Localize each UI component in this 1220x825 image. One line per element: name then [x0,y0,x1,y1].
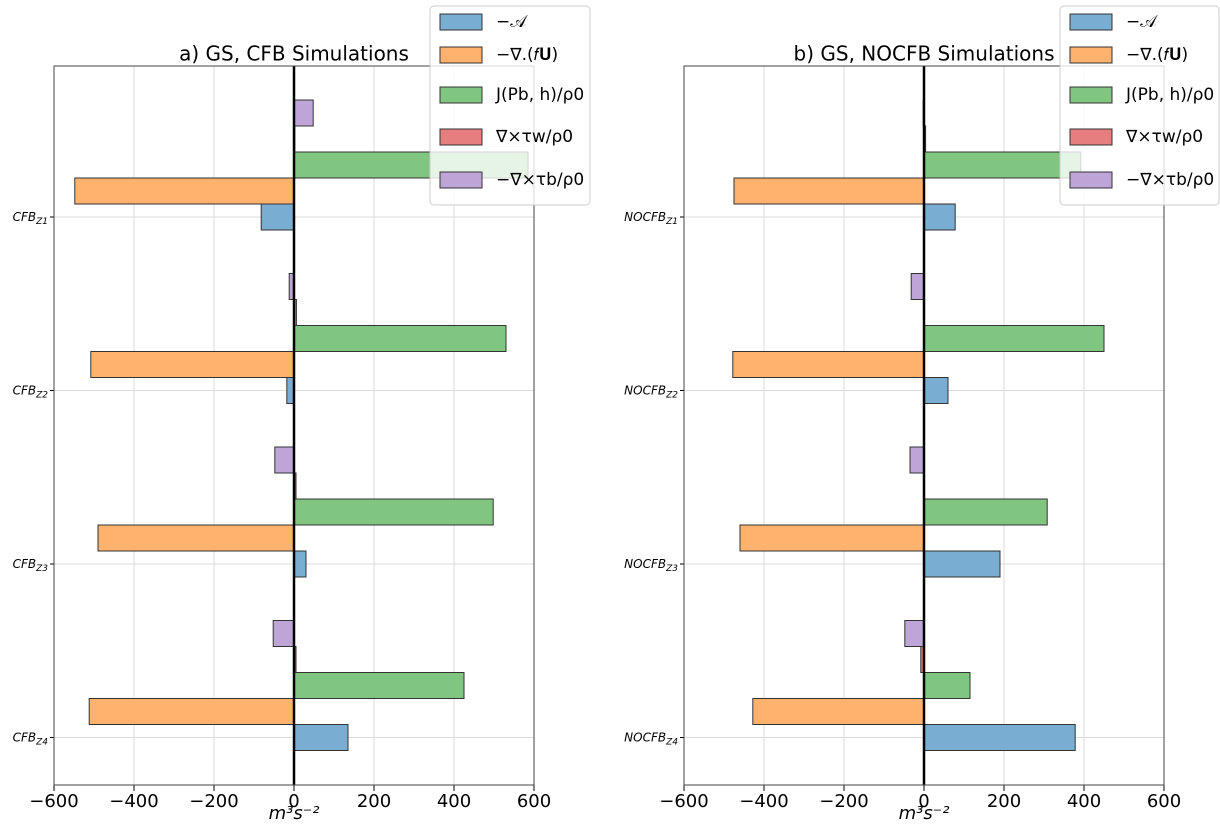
bar [97,524,295,552]
bar [923,203,956,231]
legend-swatch [1069,86,1113,104]
legend-swatch [439,13,483,31]
bar [739,524,925,552]
x-tick-label: 400 [437,791,471,812]
bar [293,498,494,526]
legend-label: −𝒜 [1126,12,1158,32]
x-tick-label: −200 [189,791,238,812]
chart-title: b) GS, NOCFB Simulations [794,42,1055,66]
legend-swatch [439,46,483,64]
chart-title: a) GS, CFB Simulations [179,42,409,66]
panel: −600 −400 −200 0 200 400 600 CFBZ1 CFBZ2 CFBZ3 CFB… [13,5,591,824]
legend-swatch [1069,46,1113,64]
bar [904,620,925,647]
bar [923,672,971,699]
x-tick-label: −400 [739,791,788,812]
bar [293,99,314,127]
y-tick-label: NOCFBZ2 [624,383,678,400]
x-tick-label: 200 [987,791,1021,812]
x-tick-label: −400 [109,791,158,812]
x-axis-label: m³s⁻² [269,803,320,824]
bar [923,550,1001,578]
x-tick-label: 200 [357,791,391,812]
legend-label: −∇.(𝑓𝐔) [496,45,558,65]
legend-swatch [439,128,483,146]
bar [260,203,295,231]
bar [293,672,465,699]
bar [293,325,507,352]
legend-swatch [439,86,483,104]
legend-swatch [1069,171,1113,189]
bar [923,498,1048,526]
x-tick-label: −600 [659,791,708,812]
bar [74,177,295,205]
x-tick-label: −600 [29,791,78,812]
legend-label: −𝒜 [496,12,528,32]
legend-label: −∇×τb/ρ0 [1126,170,1214,190]
x-tick-label: 600 [1147,791,1181,812]
legend-label: −∇×τb/ρ0 [496,170,584,190]
x-tick-label: 0 [288,791,299,812]
panel: −600 −400 −200 0 200 400 600 NOCFBZ1 NOCFBZ2 NOCF… [624,5,1220,824]
legend-label: J(Pb, h)/ρ0 [1125,85,1214,105]
bar [274,446,295,474]
bar [752,698,925,725]
y-tick-label: CFBZ4 [13,730,49,747]
y-tick-label: NOCFBZ3 [624,557,678,574]
bar [923,724,1076,751]
legend-swatch [1069,128,1113,146]
axes-frame [683,65,1165,786]
bar [910,273,925,300]
bar [923,151,1082,179]
x-tick-label: 600 [517,791,551,812]
bar [909,446,925,474]
y-tick-label: NOCFBZ1 [624,210,678,227]
bar [272,620,295,647]
y-tick-label: CFBZ3 [13,557,49,574]
legend-swatch [439,171,483,189]
bar [923,325,1105,352]
legend-label: J(Pb, h)/ρ0 [495,85,584,105]
legend-label: −∇.(𝑓𝐔) [1126,45,1188,65]
bar [293,724,349,751]
bar [732,351,925,378]
bar [90,351,295,378]
bar [88,698,295,725]
x-axis-label: m³s⁻² [899,803,950,824]
legend-swatch [1069,13,1113,31]
y-tick-label: CFBZ2 [13,383,49,400]
bar [923,377,949,404]
bar [733,177,925,205]
x-tick-label: −200 [819,791,868,812]
legend-label: ∇×τw/ρ0 [1125,127,1203,147]
axes-frame [53,65,535,786]
x-tick-label: 0 [918,791,929,812]
legend-label: ∇×τw/ρ0 [495,127,573,147]
y-tick-label: NOCFBZ4 [624,730,678,747]
y-tick-label: CFBZ1 [13,210,48,227]
x-tick-label: 400 [1067,791,1101,812]
bar [293,550,307,578]
